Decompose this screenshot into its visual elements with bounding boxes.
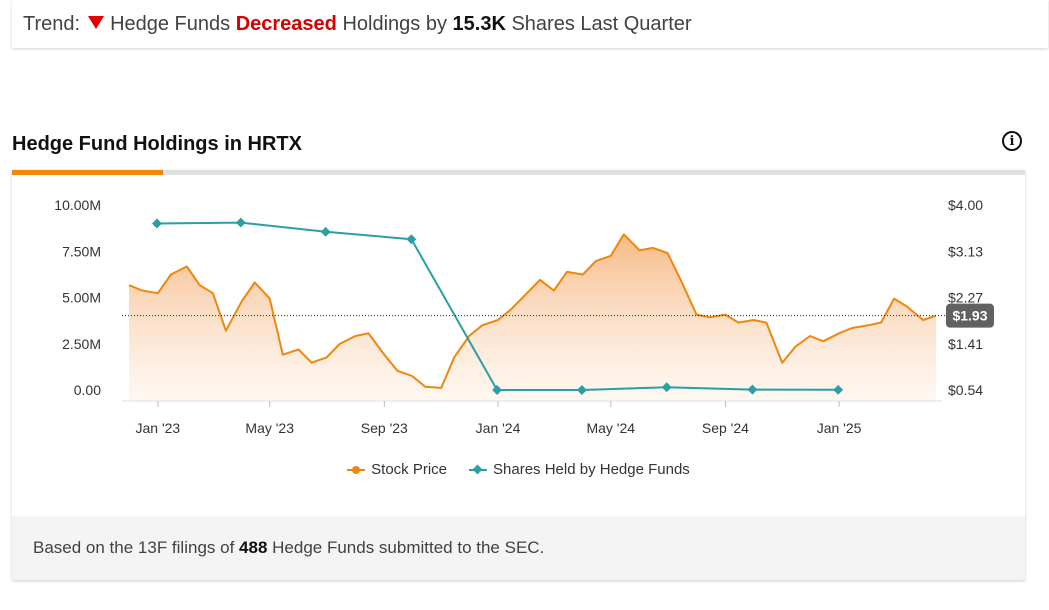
current-price-label: $1.93 xyxy=(952,308,987,324)
footer-prefix: Based on the 13F filings of xyxy=(33,538,235,557)
trend-direction: Decreased xyxy=(235,12,337,35)
chart-card: 0.00 2.50M 5.00M 7.50M 10.00M $0.54 $1.41 $2.2… xyxy=(12,170,1025,580)
footer-note: Based on the 13F filings of 488 Hedge Fu… xyxy=(12,516,1025,580)
card-divider xyxy=(12,170,1025,175)
left-axis-tick-label: 10.00M xyxy=(54,197,101,213)
card-accent-bar xyxy=(12,170,163,175)
trend-prefix: Trend: xyxy=(23,12,81,35)
x-axis-tick-label: May '23 xyxy=(245,420,294,436)
legend-label: Stock Price xyxy=(371,461,448,478)
left-axis-tick-label: 5.00M xyxy=(62,290,101,306)
x-axis-tick-label: Jan '23 xyxy=(136,420,181,436)
holdings-point[interactable] xyxy=(747,384,758,395)
legend-item-hedge-funds[interactable]: Shares Held by Hedge Funds xyxy=(469,461,690,478)
price-area xyxy=(129,234,936,401)
fund-count: 488 xyxy=(239,538,268,557)
trend-subject: Hedge Funds xyxy=(110,12,231,35)
left-axis-tick-label: 7.50M xyxy=(62,243,101,259)
trend-suffix: Shares Last Quarter xyxy=(511,12,692,35)
left-axis-tick-label: 2.50M xyxy=(62,336,101,352)
holdings-point[interactable] xyxy=(406,234,417,245)
x-axis-tick-label: Jan '24 xyxy=(476,420,521,436)
section-title: Hedge Fund Holdings in HRTX xyxy=(12,133,302,155)
holdings-point[interactable] xyxy=(235,217,246,228)
right-axis-tick-label: $4.00 xyxy=(948,197,983,213)
info-icon[interactable]: i xyxy=(1002,131,1022,151)
legend-item-stock-price[interactable]: Stock Price xyxy=(347,461,447,478)
down-triangle-icon xyxy=(88,15,105,29)
legend-label: Shares Held by Hedge Funds xyxy=(493,461,690,478)
right-axis-tick-label: $3.13 xyxy=(948,243,983,259)
trend-text: Trend: Hedge Funds Decreased Holdings by … xyxy=(23,13,692,36)
price-line xyxy=(128,233,937,389)
trend-middle: Holdings by xyxy=(342,12,447,35)
legend-marker-icon xyxy=(469,464,488,475)
right-axis-tick-label: $1.41 xyxy=(948,336,983,352)
holdings-point[interactable] xyxy=(320,226,331,237)
x-axis-tick-label: May '24 xyxy=(586,420,635,436)
legend-marker-icon xyxy=(347,465,366,475)
trend-amount: 15.3K xyxy=(452,12,506,35)
x-axis-tick-label: Sep '23 xyxy=(361,420,408,436)
footer-text: Based on the 13F filings of 488 Hedge Fu… xyxy=(33,538,544,558)
footer-suffix: Hedge Funds submitted to the SEC. xyxy=(272,538,545,557)
holdings-point[interactable] xyxy=(833,384,844,395)
current-price-badge: $1.93 xyxy=(946,303,994,328)
left-axis-tick-label: 0.00 xyxy=(74,382,101,398)
trend-banner: Trend: Hedge Funds Decreased Holdings by … xyxy=(12,0,1048,48)
holdings-point[interactable] xyxy=(152,218,162,229)
right-axis-tick-label: $0.54 xyxy=(948,382,983,398)
holdings-chart: 0.00 2.50M 5.00M 7.50M 10.00M $0.54 $1.41 $2.2… xyxy=(54,197,994,436)
x-axis-tick-label: Jan '25 xyxy=(817,420,862,436)
holdings-point[interactable] xyxy=(661,382,672,393)
holdings-point[interactable] xyxy=(576,385,587,395)
right-axis-tick-label: $2.27 xyxy=(948,290,983,306)
chart-legend: Stock Price Shares Held by Hedge Funds xyxy=(12,461,1025,478)
x-axis-tick-label: Sep '24 xyxy=(702,420,749,436)
